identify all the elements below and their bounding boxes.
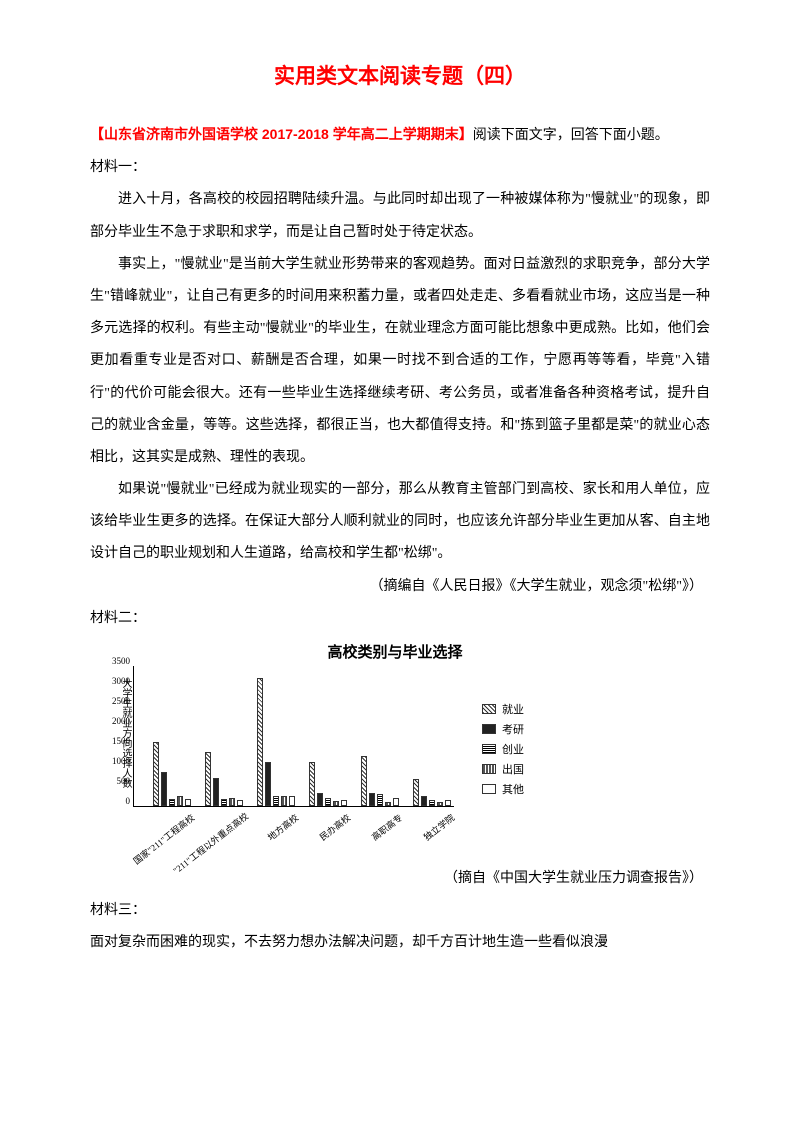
chart-bar: [185, 799, 191, 806]
chart-bar: [265, 762, 271, 806]
material-3-p1: 面对复杂而困难的现实，不去努力想办法解决问题，却千方百计地生造一些看似浪漫: [90, 927, 710, 959]
chart-bar-group: [202, 752, 246, 806]
chart-y-tick: 0: [126, 796, 131, 806]
chart-bar-group: [254, 678, 298, 806]
chart-bar: [281, 796, 287, 806]
chart-bar-group: [306, 762, 350, 806]
legend-swatch: [482, 784, 496, 794]
chart-bar: [169, 799, 175, 806]
chart-y-tick: 3000: [112, 676, 130, 686]
legend-row: 就业: [482, 701, 524, 717]
page-title: 实用类文本阅读专题（四）: [90, 60, 710, 90]
legend-label: 其他: [502, 781, 524, 797]
chart-bar-group: [150, 742, 194, 806]
chart-bar: [369, 793, 375, 806]
chart-bar: [153, 742, 159, 806]
legend-label: 考研: [502, 721, 524, 737]
chart-bar: [289, 796, 295, 806]
chart-y-tick: 500: [117, 776, 131, 786]
chart-legend: 就业考研创业出国其他: [482, 701, 524, 801]
chart-y-tick: 2000: [112, 716, 130, 726]
material-3-label: 材料三：: [90, 895, 710, 927]
chart-bar: [257, 678, 263, 806]
chart-bar: [273, 796, 279, 806]
chart-bar: [177, 796, 183, 806]
material-1-p3: 如果说"慢就业"已经成为就业现实的一部分，那么从教育主管部门到高校、家长和用人单…: [90, 474, 710, 571]
legend-row: 出国: [482, 761, 524, 777]
legend-row: 考研: [482, 721, 524, 737]
legend-label: 创业: [502, 741, 524, 757]
chart-bar: [385, 802, 391, 806]
chart-y-tick: 1500: [112, 736, 130, 746]
chart-bar: [437, 802, 443, 806]
chart-bar: [341, 800, 347, 806]
chart-container: 高校类别与毕业选择 大学生就业方向选择人数 050010001500200025…: [120, 641, 710, 857]
material-2-label: 材料二：: [90, 603, 710, 635]
chart-bar-group: [410, 779, 454, 806]
legend-swatch: [482, 744, 496, 754]
material-1-label: 材料一：: [90, 152, 710, 184]
chart-bar: [213, 778, 219, 806]
chart-bar: [333, 801, 339, 806]
chart-bar: [377, 794, 383, 806]
chart-bar: [221, 799, 227, 806]
chart-y-tick: 1000: [112, 756, 130, 766]
chart-bar: [445, 800, 451, 806]
material-1-p1: 进入十月，各高校的校园招聘陆续升温。与此同时却出现了一种被媒体称为"慢就业"的现…: [90, 184, 710, 248]
legend-swatch: [482, 724, 496, 734]
chart-plot-area: 0500100015002000250030003500: [133, 666, 454, 807]
chart-bar: [161, 772, 167, 806]
chart-bar: [309, 762, 315, 806]
legend-row: 其他: [482, 781, 524, 797]
chart-bar: [229, 798, 235, 806]
chart-bar: [205, 752, 211, 806]
chart-bar: [237, 800, 243, 806]
chart-x-labels: 国家"211"工程高校"211"工程以外重点高校地方高校民办高校高职高专独立学院: [133, 807, 453, 857]
chart-y-ticks: 0500100015002000250030003500: [104, 666, 132, 806]
legend-row: 创业: [482, 741, 524, 757]
chart-title: 高校类别与毕业选择: [80, 641, 710, 662]
chart-y-tick: 2500: [112, 696, 130, 706]
chart-bar: [393, 798, 399, 806]
chart-bar: [421, 796, 427, 806]
legend-label: 就业: [502, 701, 524, 717]
legend-swatch: [482, 704, 496, 714]
legend-swatch: [482, 764, 496, 774]
chart-bar: [361, 756, 367, 806]
source-tag: 【山东省济南市外国语学校 2017-2018 学年高二上学期期末】: [90, 126, 473, 142]
legend-label: 出国: [502, 761, 524, 777]
chart-bar: [325, 798, 331, 806]
intro-tail: 阅读下面文字，回答下面小题。: [473, 128, 669, 143]
chart-bar-group: [358, 756, 402, 806]
chart-y-tick: 3500: [112, 656, 130, 666]
material-1-citation: （摘编自《人民日报》《大学生就业，观念须"松绑"》）: [90, 571, 710, 603]
material-1-p2: 事实上，"慢就业"是当前大学生就业形势带来的客观趋势。面对日益激烈的求职竞争，部…: [90, 249, 710, 474]
chart-bar: [429, 800, 435, 806]
chart-bar: [413, 779, 419, 806]
intro-line: 【山东省济南市外国语学校 2017-2018 学年高二上学期期末】阅读下面文字，…: [90, 118, 710, 152]
chart-bar: [317, 793, 323, 806]
